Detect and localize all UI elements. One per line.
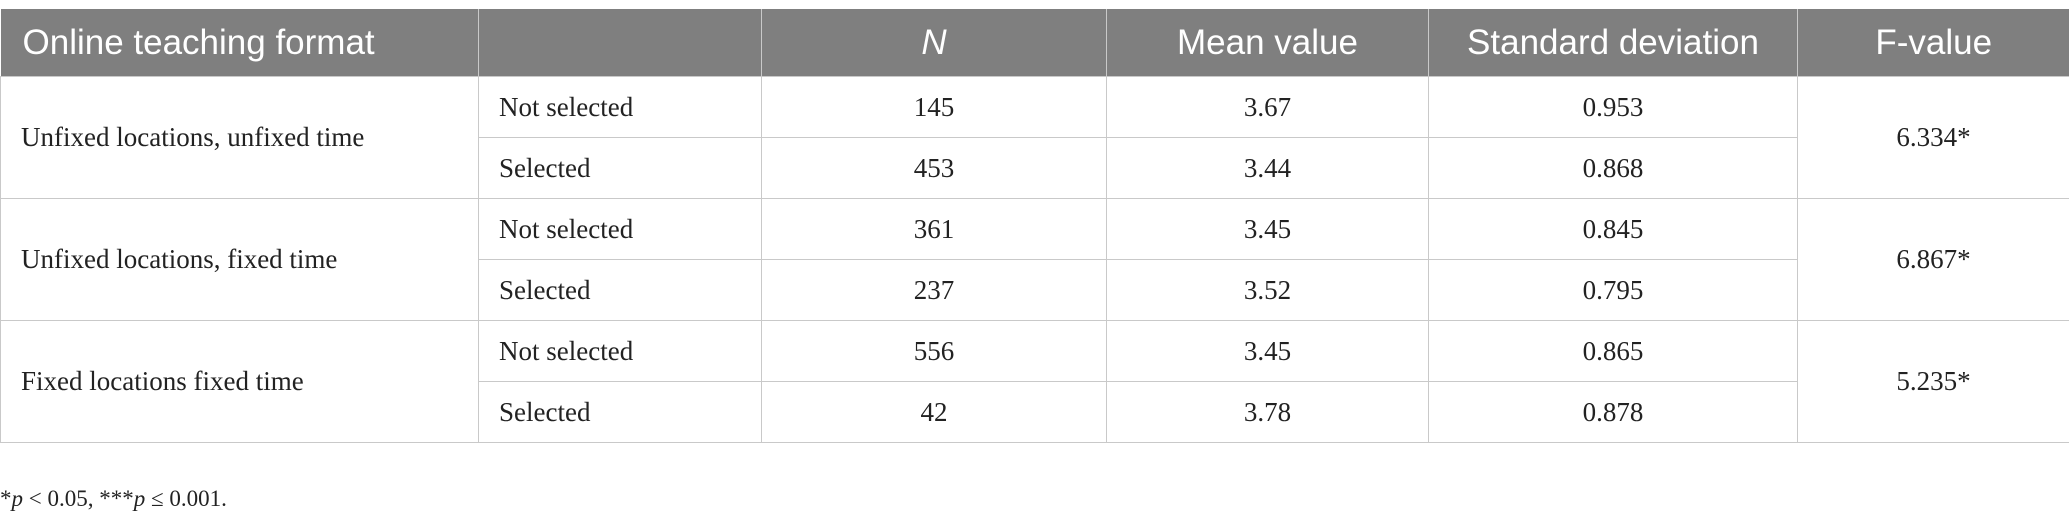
value-cell: 42 — [761, 381, 1107, 443]
selection-cell: Not selected — [478, 76, 762, 138]
value-cell: 145 — [761, 76, 1107, 138]
f-value-cell: 6.334* — [1797, 76, 2069, 199]
value-cell: 0.868 — [1428, 137, 1798, 199]
footnote-part: p — [133, 486, 146, 511]
header-cell: Standard deviation — [1428, 9, 1798, 77]
value-cell: 453 — [761, 137, 1107, 199]
value-cell: 0.865 — [1428, 320, 1798, 382]
selection-cell: Selected — [478, 137, 762, 199]
table-row: Selected 42 3.78 0.878 — [1, 381, 2069, 443]
header-cell: Mean value — [1106, 9, 1429, 77]
value-cell: 0.953 — [1428, 76, 1798, 138]
value-cell: 0.845 — [1428, 198, 1798, 260]
table-row: Unfixed locations, unfixed time Not selec… — [0, 76, 2069, 199]
table-body: Unfixed locations, unfixed time Not selec… — [0, 76, 2069, 443]
table-row: Fixed locations fixed time Not selected 55… — [0, 320, 2069, 443]
selection-cell: Selected — [478, 259, 762, 321]
value-cell: 361 — [761, 198, 1107, 260]
header-cell: N — [761, 9, 1107, 77]
header-cell: Online teaching format — [0, 9, 479, 77]
value-cell: 3.78 — [1106, 381, 1429, 443]
f-value-cell: 5.235* — [1797, 320, 2069, 443]
table-row: Unfixed locations, fixed time Not selecte… — [0, 198, 2069, 321]
value-cell: 556 — [761, 320, 1107, 382]
header-row: Online teaching format N Mean value Standar… — [0, 9, 2069, 77]
value-cell: 0.878 — [1428, 381, 1798, 443]
selection-cell: Not selected — [478, 198, 762, 260]
value-cell: 3.44 — [1106, 137, 1429, 199]
data-table: Online teaching format N Mean value Standar… — [0, 9, 2069, 443]
footnote-part: ≤ 0.001. — [145, 486, 227, 511]
table-row: Selected 237 3.52 0.795 — [1, 259, 2069, 321]
header-cell — [478, 9, 762, 77]
format-cell: Fixed locations fixed time — [0, 320, 479, 443]
value-cell: 0.795 — [1428, 259, 1798, 321]
footnote: *p < 0.05, ***p ≤ 0.001. — [0, 486, 227, 512]
selection-cell: Selected — [478, 381, 762, 443]
value-cell: 3.52 — [1106, 259, 1429, 321]
header-cell: F-value — [1797, 9, 2069, 77]
format-cell: Unfixed locations, unfixed time — [0, 76, 479, 199]
f-value-cell: 6.867* — [1797, 198, 2069, 321]
footnote-part: < 0.05, *** — [23, 486, 134, 511]
format-cell: Unfixed locations, fixed time — [0, 198, 479, 321]
value-cell: 3.45 — [1106, 320, 1429, 382]
selection-cell: Not selected — [478, 320, 762, 382]
value-cell: 3.67 — [1106, 76, 1429, 138]
footnote-part: * — [0, 486, 12, 511]
footnote-part: p — [11, 486, 24, 511]
value-cell: 3.45 — [1106, 198, 1429, 260]
value-cell: 237 — [761, 259, 1107, 321]
